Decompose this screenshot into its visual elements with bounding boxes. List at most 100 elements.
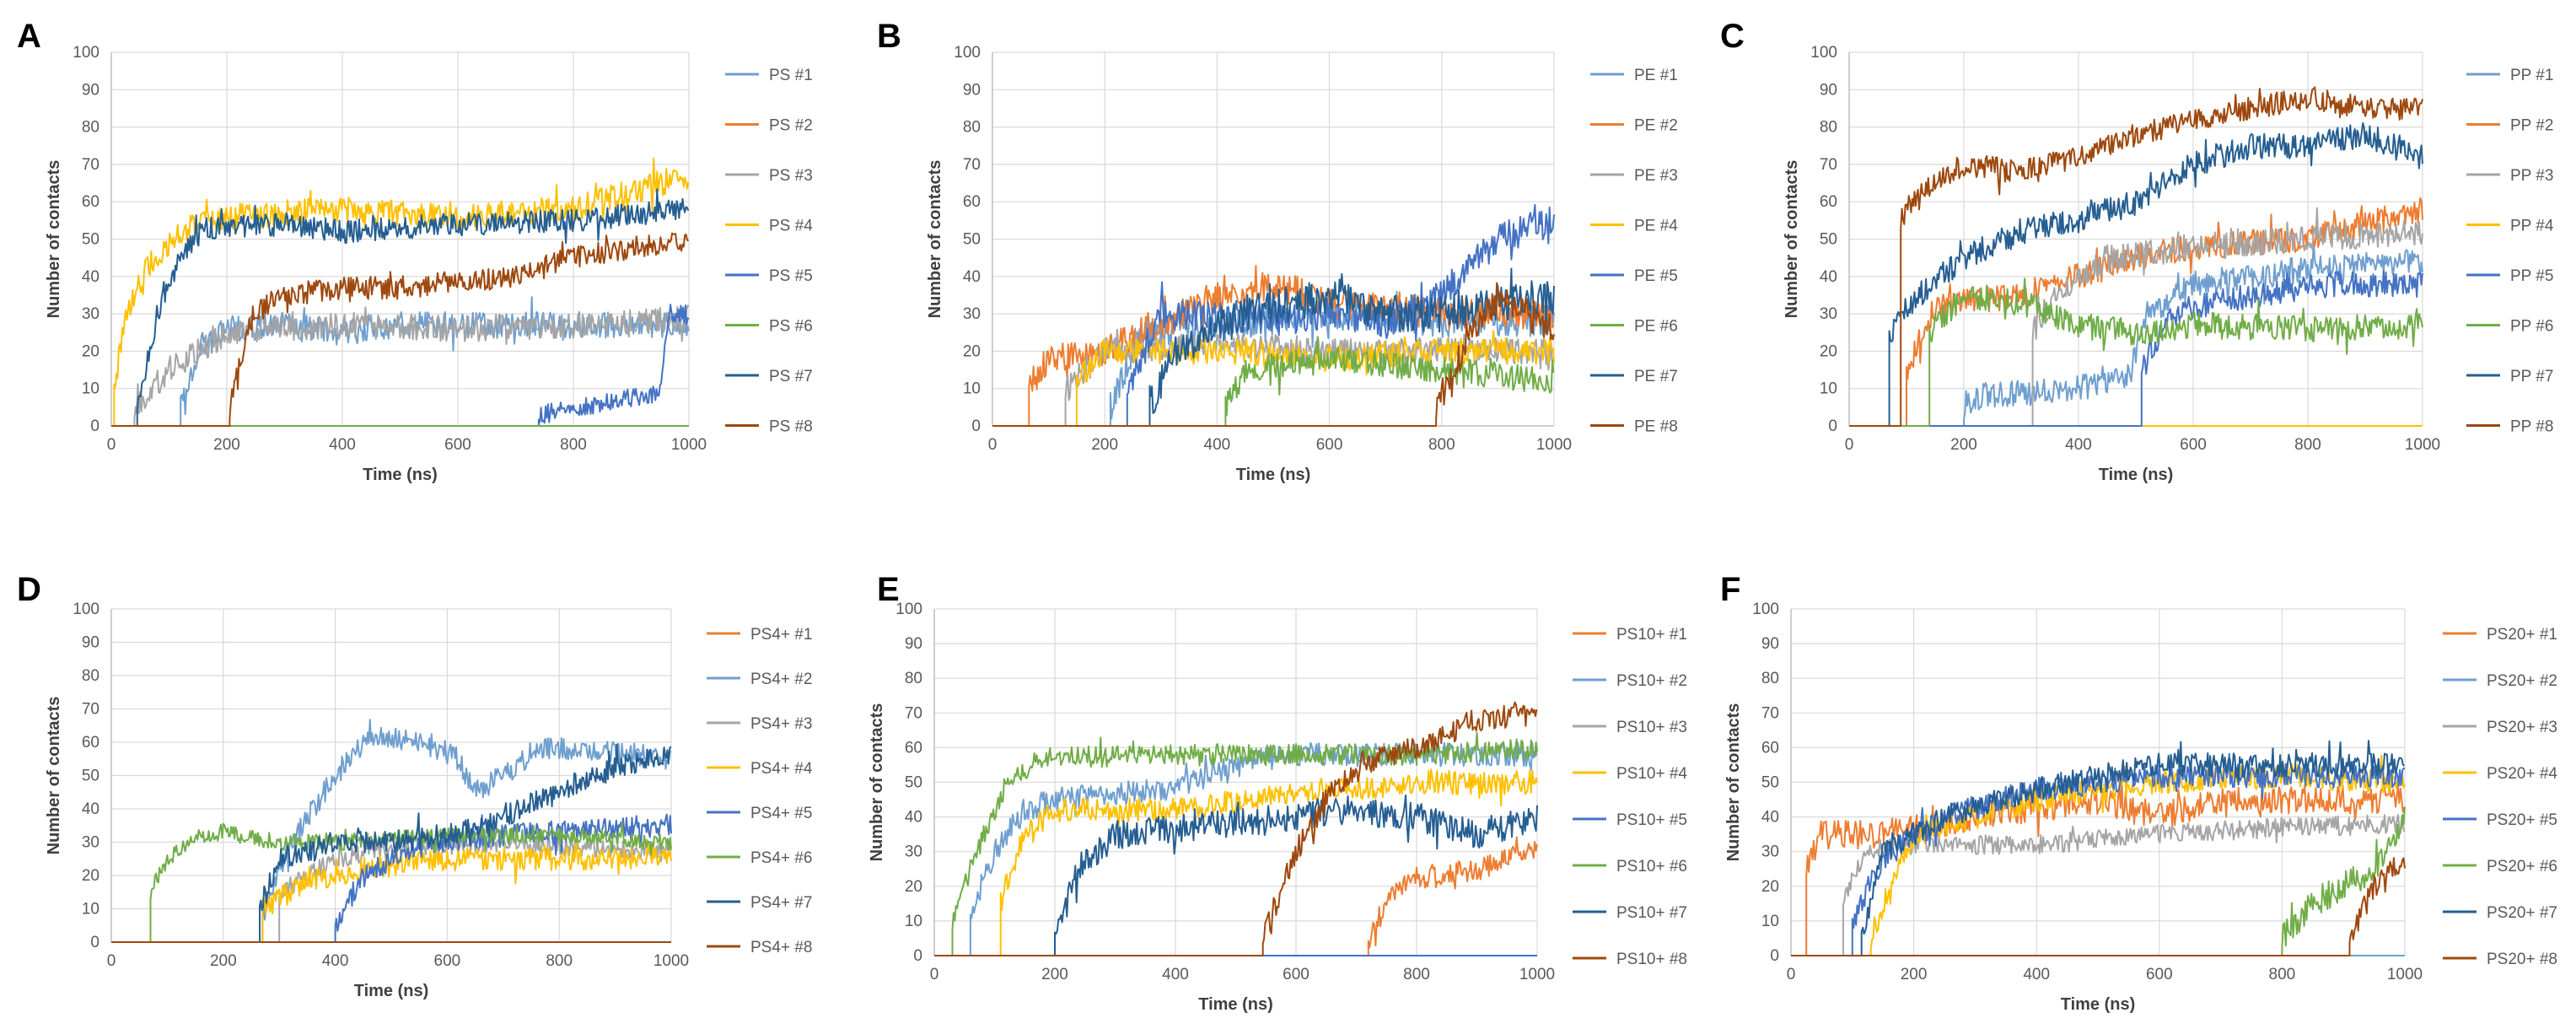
legend-label: PS20+ #4: [2487, 765, 2557, 783]
legend-label: PS10+ #4: [1616, 765, 1687, 783]
legend-label: PE #3: [1634, 167, 1678, 185]
series-line-pe-8: [992, 282, 1555, 427]
legend-item-ps10-5: PS10+ #5: [1573, 811, 1687, 829]
y-tick-label: 100: [73, 601, 99, 618]
x-tick-label: 200: [1901, 966, 1928, 983]
x-tick-label: 1000: [1519, 966, 1555, 983]
y-tick-label: 50: [963, 231, 981, 249]
series-line-ps10-7: [934, 794, 1538, 956]
y-tick-label: 10: [82, 380, 99, 398]
legend-item-ps4-4: PS4+ #4: [707, 760, 813, 778]
series-line-ps-3: [111, 298, 690, 427]
x-tick-label: 600: [1316, 436, 1343, 454]
legend-item-ps20-4: PS20+ #4: [2443, 765, 2557, 783]
x-tick-label: 1000: [1536, 436, 1572, 454]
legend-item-ps4-1: PS4+ #1: [707, 626, 812, 644]
series-line-pe-7: [992, 267, 1555, 427]
legend-item-ps20-3: PS20+ #3: [2443, 719, 2557, 736]
legend-item-pp-3: PP #3: [2466, 167, 2553, 185]
x-tick-label: 400: [2023, 966, 2050, 983]
y-tick-label: 0: [1770, 947, 1779, 965]
panel-f-series: [1791, 740, 2406, 956]
series-line-ps-8: [111, 232, 690, 427]
legend-item-pp-4: PP #4: [2466, 218, 2554, 235]
y-tick-label: 90: [82, 81, 99, 99]
legend-label: PS20+ #8: [2487, 951, 2557, 968]
y-axis-title: Number of contacts: [45, 160, 63, 319]
y-tick-label: 40: [1761, 809, 1779, 827]
legend-label: PP #5: [2510, 267, 2553, 285]
y-tick-label: 80: [1820, 119, 1837, 137]
y-tick-label: 70: [1820, 156, 1837, 174]
x-tick-label: 200: [213, 436, 240, 454]
y-tick-label: 100: [1752, 601, 1779, 618]
y-tick-label: 30: [963, 305, 981, 323]
legend-label: PP #4: [2510, 218, 2554, 235]
legend-item-ps10-1: PS10+ #1: [1573, 626, 1687, 644]
x-tick-label: 0: [930, 966, 939, 983]
x-tick-label: 0: [107, 436, 116, 454]
panel-c-legend: PP #1 PP #2 PP #3 PP #4 PP #5 PP #6 PP #7 PP #8: [2466, 67, 2554, 436]
legend-label: PS #5: [769, 267, 813, 285]
legend-label: PS #1: [769, 67, 813, 84]
y-tick-label: 30: [1820, 305, 1837, 323]
legend-label: PS4+ #5: [750, 805, 812, 822]
legend-label: PS10+ #5: [1616, 811, 1687, 829]
y-tick-label: 90: [82, 634, 99, 652]
series-line-ps4-4: [111, 838, 672, 943]
y-tick-label: 0: [90, 418, 99, 435]
legend-label: PS4+ #3: [750, 715, 812, 733]
x-tick-label: 800: [1403, 966, 1430, 983]
legend-item-ps20-1: PS20+ #1: [2443, 626, 2557, 644]
legend-label: PS20+ #6: [2487, 858, 2557, 875]
legend-label: PE #1: [1634, 67, 1678, 84]
y-tick-label: 70: [1761, 704, 1779, 722]
legend-item-ps-3: PS #3: [725, 167, 813, 185]
legend-item-ps4-2: PS4+ #2: [707, 671, 812, 688]
y-tick-label: 0: [1828, 418, 1837, 435]
x-tick-label: 1000: [671, 436, 707, 454]
y-tick-label: 60: [82, 193, 99, 211]
legend-label: PS10+ #8: [1616, 951, 1687, 968]
series-line-pp-7: [1849, 122, 2423, 427]
legend-item-pe-8: PE #8: [1590, 418, 1678, 436]
series-line-ps-7: [111, 188, 690, 427]
series-line-ps20-8: [1791, 857, 2406, 956]
y-tick-label: 50: [82, 231, 99, 249]
x-tick-label: 600: [2180, 436, 2207, 454]
x-tick-label: 600: [444, 436, 471, 454]
legend-label: PS10+ #6: [1616, 858, 1687, 875]
y-tick-label: 100: [895, 601, 922, 618]
legend-item-ps20-7: PS20+ #7: [2443, 904, 2557, 922]
y-tick-label: 80: [82, 119, 99, 137]
y-tick-label: 10: [905, 913, 922, 930]
series-line-ps20-3: [1791, 814, 2406, 956]
legend-item-ps10-4: PS10+ #4: [1573, 765, 1687, 783]
x-tick-label: 1000: [653, 952, 689, 970]
y-tick-label: 20: [82, 867, 99, 885]
legend-item-ps-4: PS #4: [725, 218, 813, 235]
y-tick-label: 70: [963, 156, 981, 174]
series-line-ps10-4: [934, 768, 1538, 956]
legend-label: PE #4: [1634, 218, 1678, 235]
x-tick-label: 0: [107, 952, 116, 970]
x-tick-label: 800: [1428, 436, 1455, 454]
legend-label: PS4+ #2: [750, 671, 812, 688]
x-tick-label: 600: [434, 952, 461, 970]
panel-e-label: E: [877, 571, 900, 608]
legend-label: PS4+ #6: [750, 849, 812, 867]
series-line-pp-6: [1849, 277, 2423, 427]
y-tick-label: 40: [82, 268, 99, 286]
series-line-ps4-2: [111, 719, 672, 943]
legend-item-ps4-6: PS4+ #6: [707, 849, 812, 867]
series-line-ps4-3: [111, 832, 672, 943]
series-line-pe-6: [992, 336, 1555, 427]
legend-item-ps-2: PS #2: [725, 117, 813, 135]
y-tick-label: 70: [82, 701, 99, 719]
series-line-ps4-5: [111, 813, 672, 943]
legend-item-pp-2: PP #2: [2466, 117, 2553, 135]
y-tick-label: 40: [963, 268, 981, 286]
x-tick-label: 600: [2146, 966, 2173, 983]
